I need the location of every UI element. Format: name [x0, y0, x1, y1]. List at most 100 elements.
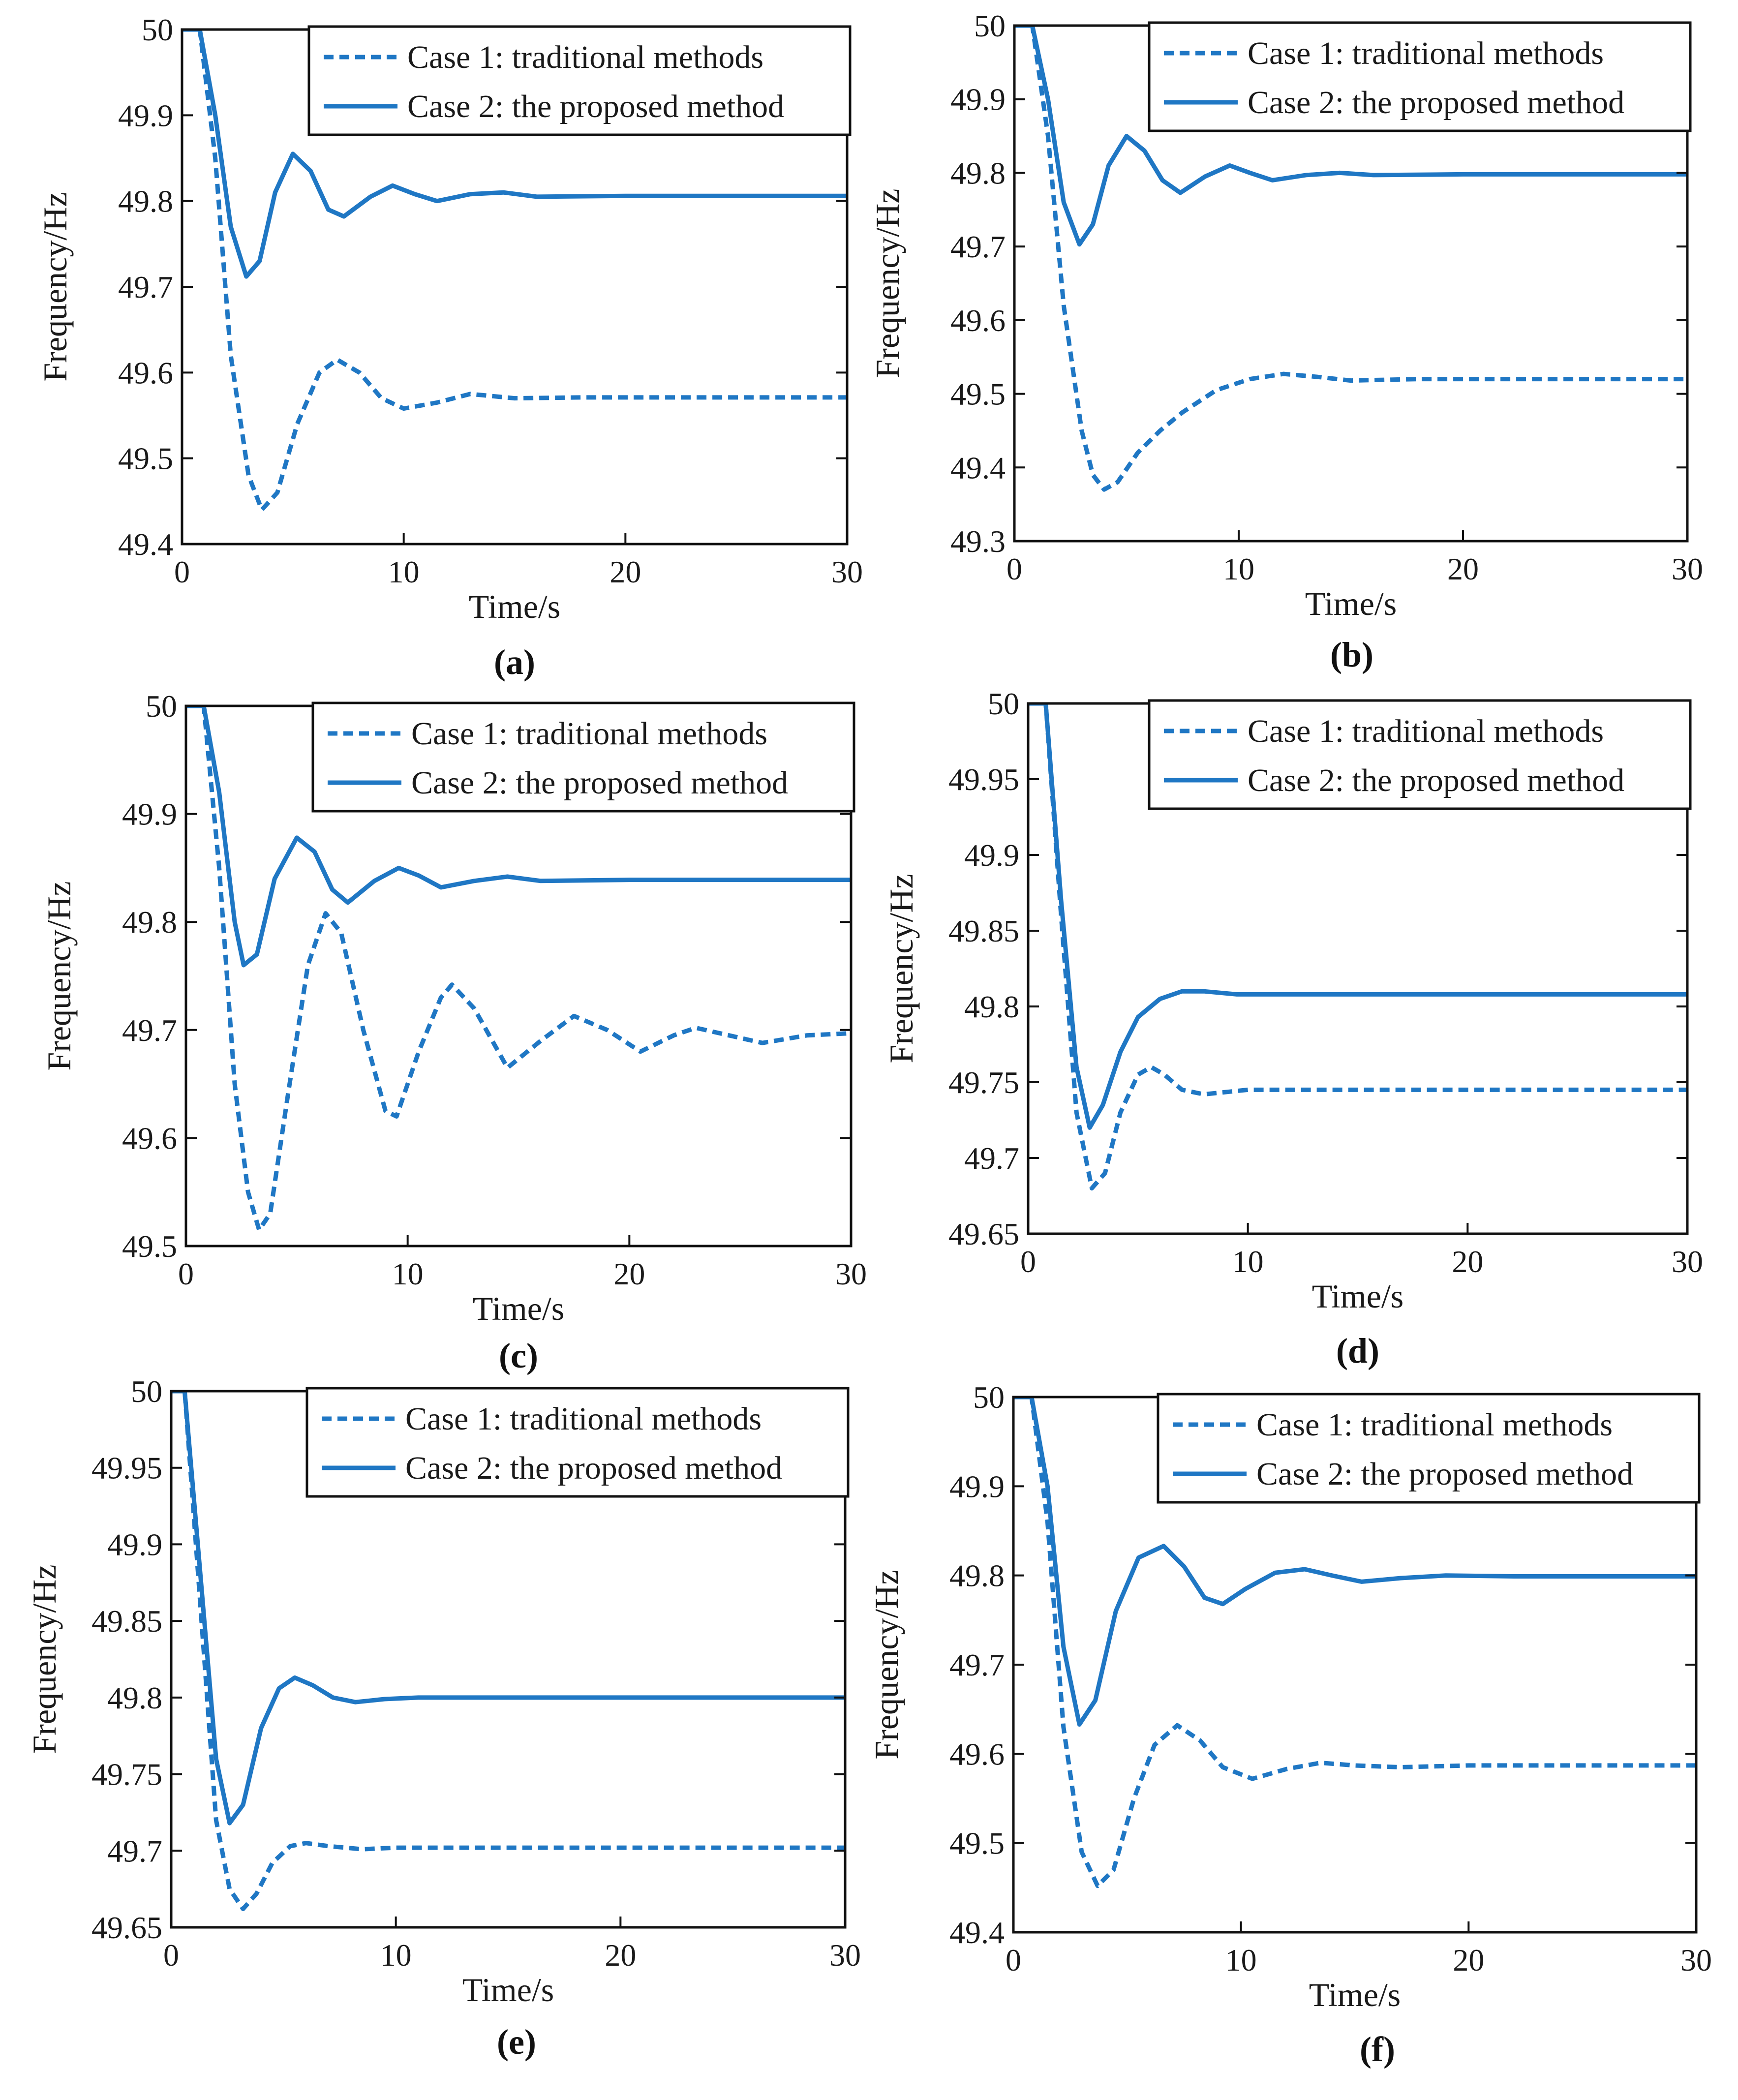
- x-axis-label: Time/s: [469, 588, 560, 625]
- y-tick-label: 50: [131, 1374, 162, 1409]
- x-axis-label: Time/s: [1312, 1278, 1403, 1315]
- x-axis-label: Time/s: [1305, 585, 1397, 622]
- y-tick-label: 49.7: [118, 270, 173, 304]
- y-tick-label: 49.7: [950, 229, 1006, 264]
- x-tick-label: 20: [1453, 1943, 1484, 1978]
- legend: Case 1: traditional methods Case 2: the p…: [1148, 21, 1692, 132]
- x-axis-label: Time/s: [462, 1971, 554, 2009]
- series-line-1: [182, 30, 847, 512]
- y-tick-label: 50: [988, 686, 1019, 721]
- series-line-2: [1028, 703, 1687, 1130]
- legend-label-1: Case 1: traditional methods: [411, 716, 767, 752]
- y-tick-label: 49.4: [950, 450, 1006, 485]
- y-tick-label: 50: [974, 8, 1006, 43]
- x-tick-label: 0: [1006, 551, 1022, 586]
- y-tick-label: 49.9: [949, 1469, 1005, 1504]
- y-tick-label: 49.5: [950, 377, 1006, 412]
- chart-panel-1: 49.3 49.4 49.5 49.6 49.7 49.8 49.9 50 0 10 20 30 Tim…: [869, 8, 1703, 674]
- y-tick-label: 49.85: [91, 1604, 162, 1639]
- series-group: [186, 706, 851, 1232]
- y-tick-label: 49.8: [950, 155, 1006, 190]
- y-tick-label: 49.75: [948, 1065, 1019, 1100]
- panel-label: (c): [499, 1336, 538, 1375]
- x-tick-label: 20: [1447, 551, 1479, 586]
- y-tick-label: 49.6: [118, 355, 173, 390]
- y-tick-label: 49.75: [91, 1757, 162, 1792]
- legend: Case 1: traditional methods Case 2: the p…: [305, 1387, 850, 1498]
- y-tick-label: 49.7: [949, 1647, 1005, 1682]
- y-tick-label: 50: [142, 12, 173, 47]
- x-tick-label: 20: [613, 1256, 645, 1291]
- x-axis-label: Time/s: [1309, 1976, 1401, 2013]
- y-tick-label: 49.9: [950, 82, 1006, 117]
- y-tick-label: 49.7: [107, 1833, 162, 1868]
- legend: Case 1: traditional methods Case 2: the p…: [307, 25, 852, 136]
- legend-label-1: Case 1: traditional methods: [1248, 713, 1604, 749]
- series-group: [1028, 703, 1687, 1191]
- y-tick-label: 49.9: [964, 838, 1019, 873]
- legend-box: [1148, 21, 1692, 132]
- y-tick-label: 50: [146, 689, 177, 724]
- y-axis-label: Frequency/Hz: [883, 874, 920, 1063]
- x-tick-label: 10: [1225, 1943, 1257, 1978]
- y-tick-label: 49.8: [122, 905, 177, 940]
- panel-label: (f): [1360, 2030, 1395, 2069]
- y-tick-label: 49.3: [950, 524, 1006, 559]
- x-tick-label: 10: [1232, 1244, 1264, 1279]
- y-axis-label: Frequency/Hz: [36, 192, 74, 381]
- x-tick-label: 0: [1020, 1244, 1036, 1279]
- series-line-1: [1014, 26, 1687, 492]
- series-line-2: [1014, 26, 1687, 247]
- x-tick-label: 20: [605, 1938, 636, 1973]
- legend-label-2: Case 2: the proposed method: [405, 1450, 782, 1486]
- x-tick-label: 20: [610, 554, 641, 589]
- y-tick-label: 49.9: [118, 98, 173, 133]
- y-axis-label: Frequency/Hz: [26, 1564, 63, 1754]
- y-tick-label: 49.95: [948, 762, 1019, 797]
- legend-label-2: Case 2: the proposed method: [411, 765, 788, 801]
- legend-box: [307, 25, 852, 136]
- x-tick-label: 0: [163, 1938, 179, 1973]
- y-tick-label: 49.4: [949, 1915, 1005, 1950]
- chart-panel-5: 49.4 49.5 49.6 49.7 49.8 49.9 50 0 10 20 30 Time/s F…: [868, 1380, 1712, 2069]
- x-tick-label: 30: [1672, 1244, 1703, 1279]
- x-tick-label: 10: [1223, 551, 1254, 586]
- y-tick-label: 49.8: [107, 1680, 162, 1715]
- y-tick-label: 49.6: [122, 1121, 177, 1156]
- series-line-1: [1013, 1397, 1696, 1888]
- x-tick-label: 30: [835, 1256, 867, 1291]
- x-tick-label: 30: [831, 554, 863, 589]
- series-group: [182, 30, 847, 512]
- chart-panel-3: 49.65 49.7 49.75 49.8 49.85 49.9 49.95 50 0 10 20 3…: [883, 686, 1703, 1370]
- y-axis-label: Frequency/Hz: [869, 188, 906, 378]
- legend-box: [311, 701, 855, 813]
- y-tick-label: 49.4: [118, 527, 173, 562]
- y-tick-label: 49.85: [948, 913, 1019, 948]
- y-tick-label: 49.9: [122, 797, 177, 832]
- x-tick-label: 10: [380, 1938, 412, 1973]
- series-line-2: [171, 1391, 845, 1826]
- legend: Case 1: traditional methods Case 2: the p…: [1148, 699, 1692, 810]
- y-tick-label: 49.95: [91, 1451, 162, 1486]
- y-tick-label: 49.7: [122, 1013, 177, 1048]
- legend-box: [1148, 699, 1692, 810]
- series-line-2: [1013, 1397, 1696, 1727]
- panel-label: (e): [497, 2022, 536, 2062]
- x-tick-label: 0: [178, 1256, 194, 1291]
- series-line-2: [182, 30, 847, 279]
- y-tick-label: 49.65: [948, 1217, 1019, 1251]
- x-tick-label: 30: [1672, 551, 1703, 586]
- panel-label: (b): [1330, 635, 1373, 674]
- y-tick-label: 49.5: [118, 441, 173, 476]
- chart-panel-2: 49.5 49.6 49.7 49.8 49.9 50 0 10 20 30 Time/s Frequ…: [40, 689, 867, 1375]
- x-tick-label: 30: [1680, 1943, 1712, 1978]
- y-tick-label: 49.8: [949, 1558, 1005, 1593]
- y-axis-label: Frequency/Hz: [40, 881, 78, 1070]
- legend: Case 1: traditional methods Case 2: the p…: [311, 701, 855, 813]
- legend-box: [305, 1387, 850, 1498]
- legend-label-1: Case 1: traditional methods: [1256, 1407, 1613, 1443]
- series-line-1: [171, 1391, 845, 1912]
- chart-panel-0: 49.4 49.5 49.6 49.7 49.8 49.9 50 0 10 20 30 Time/s F…: [36, 12, 863, 682]
- legend-label-2: Case 2: the proposed method: [1248, 762, 1624, 798]
